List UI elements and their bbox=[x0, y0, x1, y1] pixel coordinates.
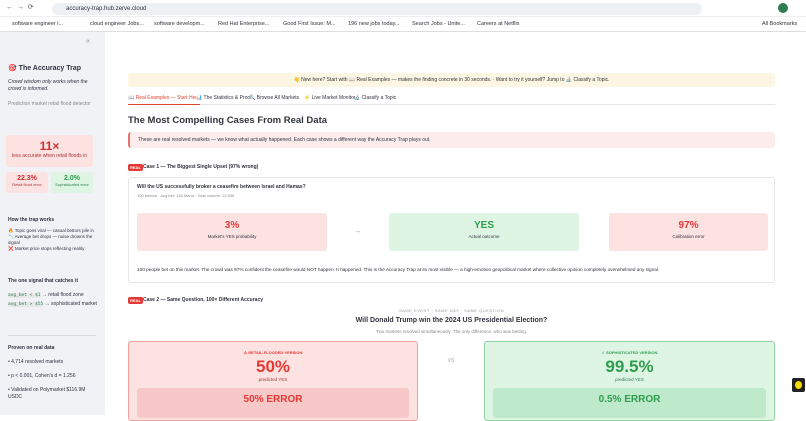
how-item: 🔥 Topic goes viral — casual bettors pile… bbox=[8, 228, 94, 233]
proven-text: 4,714 resolved markets bbox=[11, 359, 64, 365]
tab[interactable]: 🔍 Browse All Markets bbox=[249, 95, 300, 101]
case-title: Case 1 — The Biggest Single Upset (97% w… bbox=[143, 164, 259, 170]
address-bar[interactable]: accuracy-trap.hub.zerve.cloud bbox=[52, 3, 702, 15]
bookmark[interactable]: Careers at Netflix bbox=[477, 21, 520, 27]
banner: 👋 New here? Start with 📖 Real Examples —… bbox=[128, 73, 775, 87]
tagline: Crowd wisdom only works when the crowd i… bbox=[8, 79, 88, 92]
sidebar-title: 🎯 The Accuracy Trap bbox=[8, 65, 82, 72]
badge: REAL bbox=[128, 297, 143, 304]
signal-list: avg_bet < $1 → retail flood zone avg_bet… bbox=[8, 291, 97, 309]
card-error: 0.5% ERROR bbox=[493, 388, 766, 418]
proven-item: • p < 0.001, Cohen's d = 1.256 bbox=[8, 373, 76, 379]
tab[interactable]: 🔬 Classify a Topic bbox=[354, 95, 397, 101]
stat-value: YES bbox=[473, 220, 494, 231]
bookmark[interactable]: 196 new jobs today... bbox=[348, 21, 400, 27]
kicker: SAME EVENT · SAME DAY · SAME QUESTION bbox=[399, 308, 504, 313]
signal-text: → retail flood zone bbox=[41, 292, 84, 298]
stat-label: Actual outcome bbox=[468, 234, 500, 239]
proven-text: p < 0.001, Cohen's d = 1.256 bbox=[11, 373, 76, 379]
card-tag: ✓ SOPHISTICATED VERSION bbox=[601, 350, 658, 355]
signal-text: → sophisticated market bbox=[44, 301, 97, 307]
bookmark[interactable]: Good First Issue: M... bbox=[283, 21, 336, 27]
proven-item: • 4,714 resolved markets bbox=[8, 359, 64, 365]
card-label: predicted YES bbox=[258, 377, 288, 382]
info-box: These are real resolved markets — we kno… bbox=[128, 132, 775, 148]
collapse[interactable]: « bbox=[86, 38, 90, 45]
case-card: Will the US successfully broker a ceasef… bbox=[128, 177, 775, 283]
browser-toolbar: ← → ⟳ accuracy-trap.hub.zerve.cloud bbox=[0, 0, 806, 17]
how-text: Market price stops reflecting reality bbox=[14, 246, 85, 251]
stat-value: 3% bbox=[224, 220, 240, 231]
stat-value: 97% bbox=[678, 220, 699, 231]
compare-card: ✓ SOPHISTICATED VERSION 99.5% predicted … bbox=[484, 341, 775, 421]
section-title: Proven on real data bbox=[8, 345, 55, 351]
bookmark[interactable]: All Bookmarks bbox=[762, 21, 798, 27]
code: avg_bet > $55 bbox=[8, 302, 44, 307]
stat-box: YES Actual outcome bbox=[389, 213, 579, 251]
meta: 100 bettors · Avg bet: 135 Mana · Total … bbox=[137, 193, 235, 198]
stat-box: 97% Calibration error bbox=[609, 213, 768, 251]
hero-label: less accurate when retail floods in bbox=[11, 153, 88, 159]
mini-label: Retail flood error bbox=[12, 182, 42, 187]
proven-list: • 4,714 resolved markets • p < 0.001, Co… bbox=[8, 359, 100, 401]
vs: VS bbox=[447, 358, 455, 364]
bookmarks-bar: software engineer l... cloud engineer Jo… bbox=[0, 17, 806, 32]
bookmark[interactable]: software engineer l... bbox=[12, 21, 64, 27]
compare-card: ⚠ RETAIL-FLOODED VERSION 50% predicted Y… bbox=[128, 341, 418, 421]
signal: avg_bet > $55 → sophisticated market bbox=[8, 300, 97, 309]
heading: The Most Compelling Cases From Real Data bbox=[128, 115, 328, 126]
bookmark[interactable]: Search Jobs - Unite... bbox=[412, 21, 465, 27]
card-tag: ⚠ RETAIL-FLOODED VERSION bbox=[243, 350, 303, 355]
subtitle: Two markets resolved simultaneously. The… bbox=[375, 329, 528, 334]
stat-label: Calibration error bbox=[672, 234, 705, 239]
proven-text: Validated on Polymarket $116.9M USDC bbox=[8, 387, 86, 400]
how-item: 📉 Average bet drops — noise drowns the s… bbox=[8, 234, 93, 245]
stat-label: Market's YES probability bbox=[207, 234, 257, 239]
hero-card: 11× less accurate when retail floods in bbox=[6, 135, 93, 167]
tab[interactable]: 📊 The Statistics & Proof bbox=[196, 95, 252, 101]
case-title: Case 2 — Same Question, 100× Different A… bbox=[143, 297, 264, 303]
stat-box: 3% Market's YES probability bbox=[137, 213, 327, 251]
card-value: 99.5% bbox=[605, 357, 654, 376]
avatar[interactable] bbox=[778, 3, 788, 13]
title-text: The Accuracy Trap bbox=[18, 65, 82, 72]
signal: avg_bet < $1 → retail flood zone bbox=[8, 291, 97, 300]
bookmark[interactable]: software developm... bbox=[154, 21, 205, 27]
tab[interactable]: ⚡ Live Market Monitor bbox=[304, 95, 356, 101]
card-error: 50% ERROR bbox=[137, 388, 409, 418]
code: avg_bet < $1 bbox=[8, 293, 41, 298]
widget[interactable] bbox=[792, 378, 805, 392]
proven-item: • Validated on Polymarket $116.9M USDC bbox=[8, 387, 86, 400]
question: Will Donald Trump win the 2024 US Presid… bbox=[355, 317, 548, 324]
how-list: 🔥 Topic goes viral — casual bettors pile… bbox=[8, 228, 100, 252]
sidebar: « 🎯 The Accuracy Trap Crowd wisdom only … bbox=[0, 32, 105, 415]
nav-buttons[interactable]: ← → ⟳ bbox=[6, 4, 34, 11]
mini-label: Sophisticated error bbox=[55, 182, 89, 187]
mini-value: 22.3% bbox=[17, 175, 37, 182]
case-text: 100 people bet on this market. The crowd… bbox=[137, 267, 660, 272]
hero-value: 11× bbox=[39, 139, 60, 153]
card-label: predicted YES bbox=[615, 377, 644, 382]
mini-card: 22.3% Retail flood error bbox=[6, 172, 48, 193]
arrow: → bbox=[354, 228, 361, 235]
badge: REAL bbox=[128, 164, 143, 171]
tabs: 📖 Real Examples — Start Here 📊 The Stati… bbox=[128, 95, 775, 105]
card-value: 50% bbox=[255, 357, 291, 376]
how-text: Topic goes viral — casual bettors pile i… bbox=[14, 228, 94, 233]
caption: Prediction market retail flood detector bbox=[8, 101, 91, 107]
bookmark[interactable]: cloud engineer Jobs... bbox=[90, 21, 144, 27]
section-title: The one signal that catches it bbox=[8, 278, 79, 284]
mini-value: 2.0% bbox=[64, 175, 80, 182]
question: Will the US successfully broker a ceasef… bbox=[137, 184, 306, 190]
how-item: ❌ Market price stops reflecting reality bbox=[8, 246, 85, 251]
mini-card: 2.0% Sophisticated error bbox=[51, 172, 93, 193]
how-text: Average bet drops — noise drowns the sig… bbox=[8, 234, 93, 245]
tab[interactable]: 📖 Real Examples — Start Here bbox=[128, 95, 200, 105]
section-title: How the trap works bbox=[8, 217, 55, 223]
bookmark[interactable]: Red Hat Enterprise... bbox=[218, 21, 270, 27]
